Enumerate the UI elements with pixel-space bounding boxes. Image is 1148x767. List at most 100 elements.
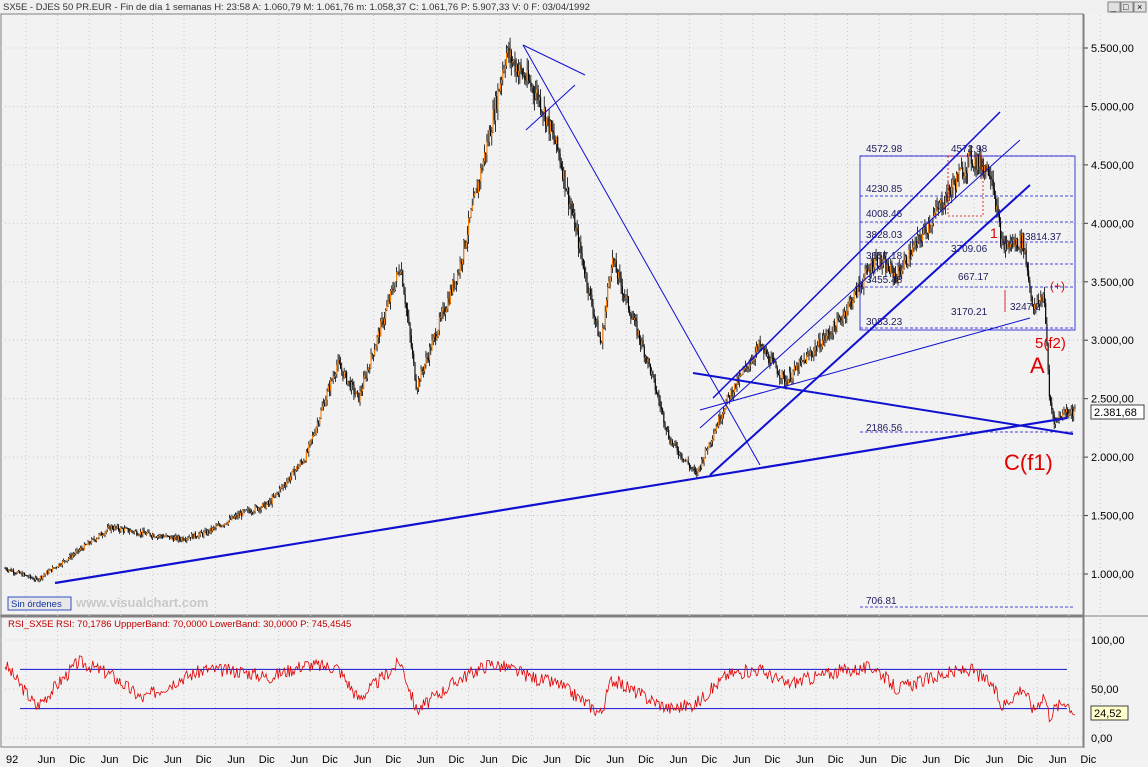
candle-body [74, 554, 76, 555]
candle-body [447, 298, 449, 309]
candle-body [992, 179, 994, 190]
sin-ordenes-button[interactable] [7, 596, 72, 611]
price-tick-label: 2.500,00 [1091, 394, 1134, 406]
candle-body [335, 374, 337, 377]
candle-body [525, 80, 527, 82]
fib-label: 4230.85 [866, 184, 903, 195]
time-tick-label: Dic [701, 754, 717, 766]
candle-body [771, 358, 773, 359]
candle-body [455, 281, 457, 284]
candle-body [26, 575, 28, 577]
candle-body [526, 70, 528, 82]
candle-body [712, 438, 714, 442]
candle-body [876, 255, 878, 267]
candle-body [192, 534, 194, 539]
candle-body [671, 440, 673, 445]
candle-body [914, 241, 916, 245]
candle-body [995, 195, 997, 210]
candle-body [893, 272, 895, 278]
candle-body [1041, 297, 1043, 302]
candle-body [817, 345, 819, 351]
candle-body [620, 276, 622, 287]
candle-body [426, 357, 428, 359]
candle-body [708, 442, 710, 450]
fib-label: 3247.2 [1010, 302, 1041, 313]
close-button[interactable] [1133, 1, 1147, 13]
candle-body [704, 448, 706, 458]
candle-body [1065, 409, 1067, 413]
candle-body [897, 266, 899, 282]
candle-body [50, 569, 52, 572]
candle-body [49, 569, 51, 571]
price-y-axis: 5.500,00 5.000,00 4.500,00 4.000,00 3.500,00… [1084, 43, 1134, 581]
candle-body [155, 537, 157, 538]
candle-body [1034, 304, 1036, 310]
candle-body [587, 286, 589, 294]
candle-body [266, 501, 268, 505]
candle-body [669, 438, 671, 445]
candle-body [752, 360, 754, 361]
time-tick-label: Dic [448, 754, 464, 766]
candle-body [297, 466, 299, 469]
candle-body [804, 359, 806, 364]
candle-body [588, 288, 590, 294]
candle-body [637, 330, 639, 336]
candle-body [277, 492, 279, 495]
candle-body [626, 295, 628, 297]
candle-body [70, 555, 72, 558]
candle-body [149, 533, 151, 536]
time-tick-label: Dic [69, 754, 85, 766]
candle-body [342, 371, 344, 378]
candle-body [776, 368, 778, 375]
candle-body [798, 360, 800, 372]
candle-body [470, 209, 472, 218]
candle-body [764, 350, 766, 354]
candle-body [1036, 300, 1038, 308]
candle-body [614, 260, 616, 264]
fib-label: 4572.98 [951, 144, 988, 155]
time-tick-label: Dic [764, 754, 780, 766]
candle-body [36, 577, 38, 579]
candle-body [154, 537, 156, 538]
candle-body [795, 366, 797, 370]
wave-label-5: 5(f2) [1035, 335, 1066, 352]
candle-body [474, 193, 476, 197]
candle-body [289, 476, 292, 481]
candle-body [218, 524, 220, 526]
candle-body [296, 466, 298, 471]
candle-body [787, 379, 789, 385]
candle-body [903, 260, 905, 269]
candle-body [213, 527, 215, 529]
candle-body [808, 353, 810, 355]
candle-body [891, 264, 893, 269]
restore-button[interactable] [1120, 1, 1134, 13]
candle-body [799, 360, 802, 363]
candle-body [30, 575, 32, 578]
candle-body [573, 212, 575, 215]
candle-body [913, 244, 915, 248]
candle-body [968, 152, 970, 158]
candle-body [720, 418, 722, 422]
candle-body [272, 496, 274, 498]
restore-icon: □ [1123, 2, 1129, 12]
candle-body [219, 524, 221, 526]
candle-body [454, 281, 456, 289]
candle-body [1035, 304, 1037, 308]
candle-body [361, 388, 364, 392]
candle-body [286, 481, 288, 486]
candle-body [537, 89, 539, 101]
candle-body [548, 116, 550, 134]
candle-body [1003, 241, 1005, 250]
candle-body [736, 377, 738, 388]
minimize-button[interactable] [1107, 1, 1121, 13]
candle-body [27, 576, 29, 578]
candle-body [828, 331, 830, 333]
candle-body [1026, 263, 1028, 271]
candle-body [621, 286, 623, 295]
candle-body [207, 530, 209, 535]
candle-body [847, 303, 849, 311]
candle-body [472, 196, 475, 206]
candle-body [874, 258, 876, 268]
candle-body [757, 346, 759, 349]
candle-body [172, 537, 174, 541]
